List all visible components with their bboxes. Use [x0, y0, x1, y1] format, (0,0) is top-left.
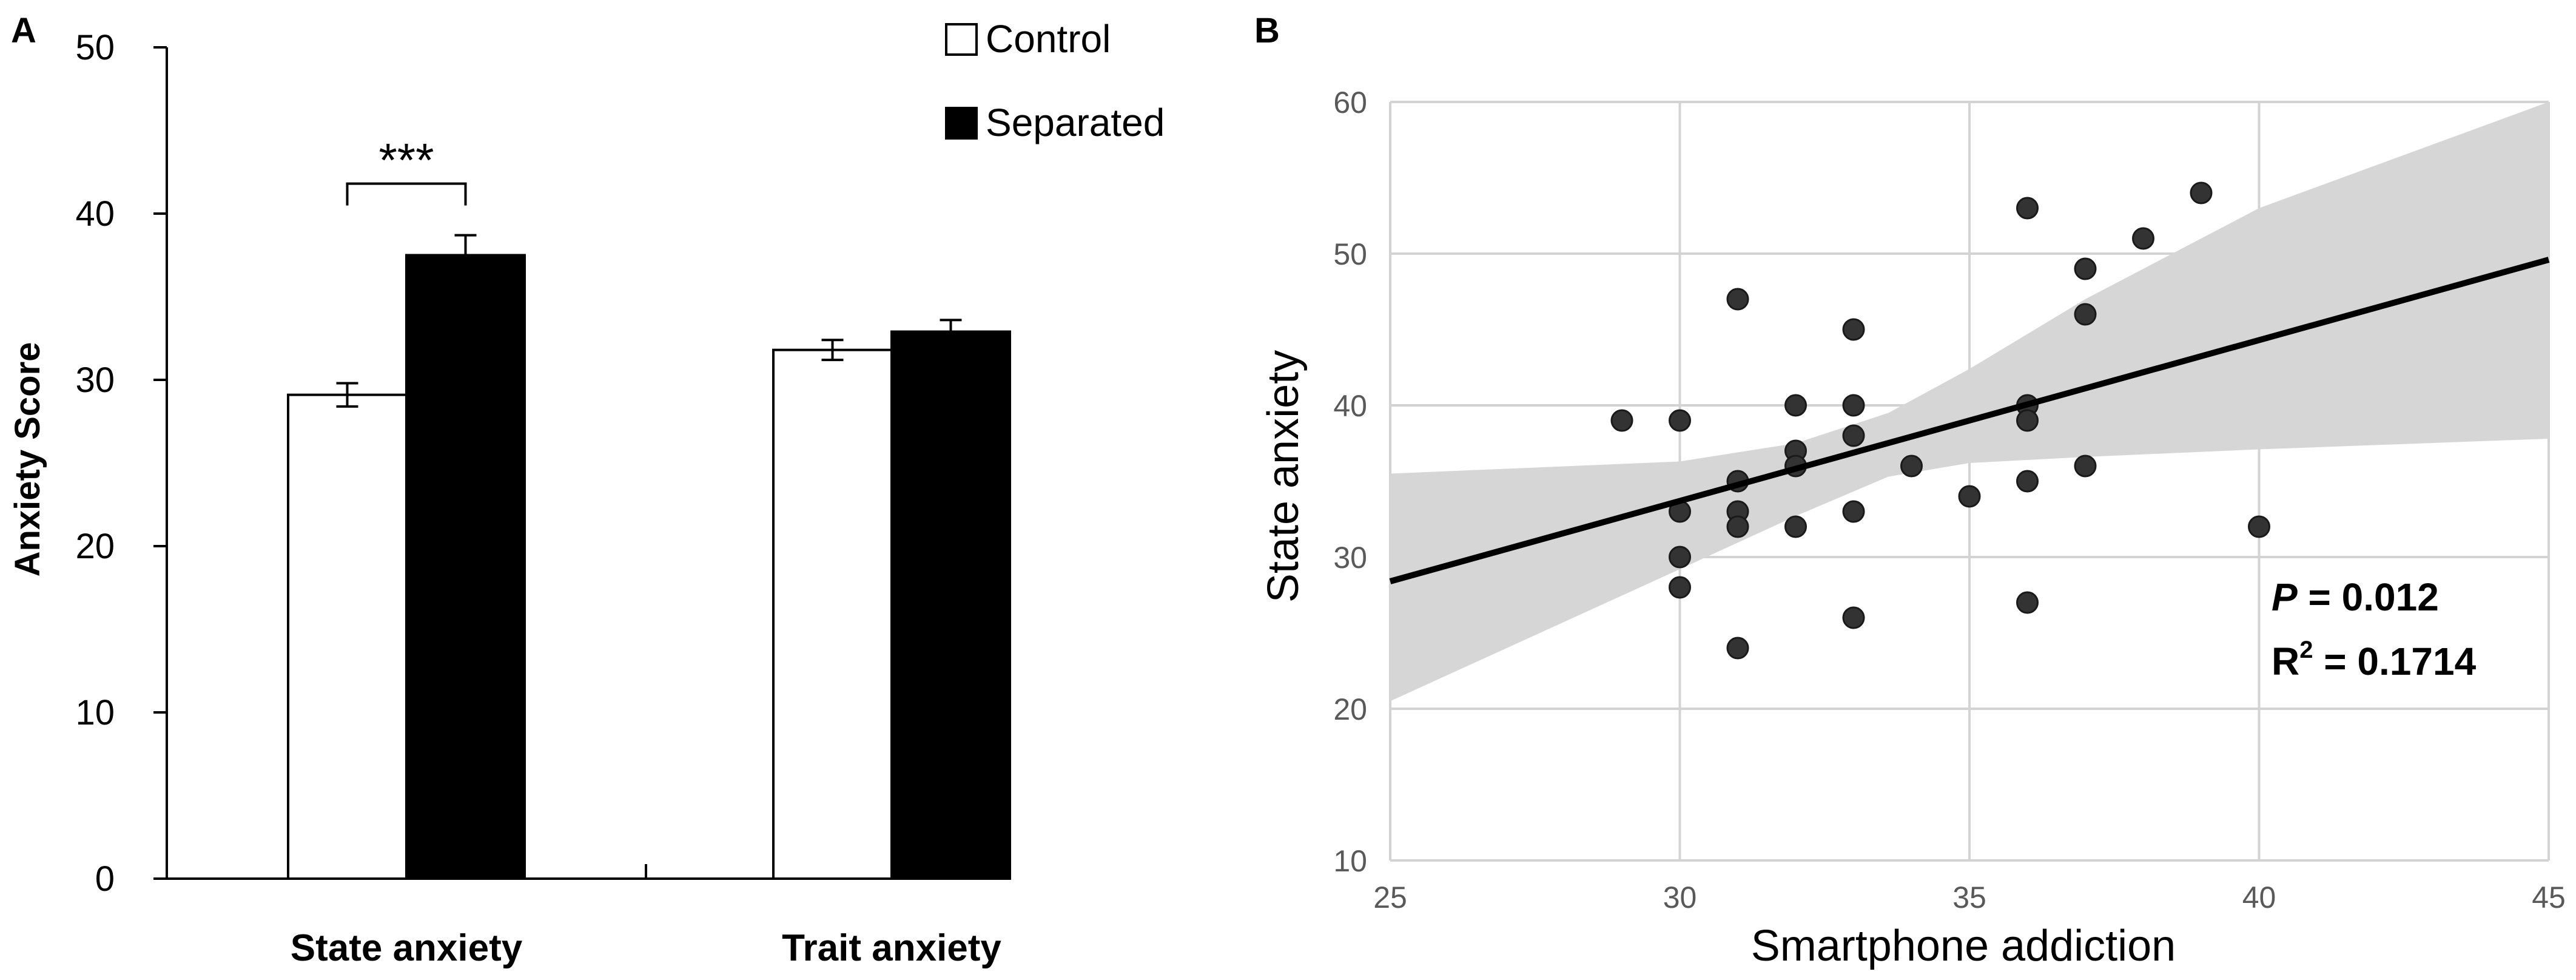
x-tick-label-45: 45 — [2532, 880, 2566, 914]
scatter-point — [1784, 515, 1807, 538]
y-tick-label-40: 40 — [75, 194, 115, 234]
y-tick-label-30: 30 — [75, 360, 115, 400]
scatter-point — [1842, 318, 1865, 341]
scatter-point — [1610, 409, 1633, 432]
y-tick-label-60: 60 — [1333, 86, 1367, 120]
legend-item-control: Control — [945, 17, 1111, 61]
y-tick-label-30: 30 — [1333, 541, 1367, 575]
panel-a-y-axis-label: Anxiety Score — [8, 342, 47, 577]
p-value-symbol: P — [2272, 575, 2298, 619]
bar-trait-anxiety-control — [772, 348, 893, 880]
panel-b-scatter-chart: B 10 20 30 40 50 60 25 30 35 40 45 State anxiety S… — [1254, 11, 2566, 970]
scatter-point — [2248, 515, 2270, 538]
significance-stars: *** — [378, 133, 434, 187]
y-tick-label-10: 10 — [75, 693, 115, 732]
scatter-point — [1842, 500, 1865, 523]
category-label-trait-anxiety: Trait anxiety — [782, 927, 1001, 969]
r-squared-annotation: R2 = 0.1714 — [2272, 637, 2477, 683]
scatter-point — [1669, 546, 1691, 569]
legend-label-control: Control — [986, 17, 1111, 61]
significance-bracket — [346, 182, 467, 206]
panel-a-letter: A — [11, 11, 36, 50]
scatter-point — [1784, 394, 1807, 417]
scatter-point — [2074, 303, 2097, 326]
scatter-point — [2016, 197, 2039, 220]
panel-b-letter: B — [1254, 11, 1280, 50]
legend-swatch-control — [945, 23, 978, 56]
scatter-point — [2190, 181, 2213, 204]
legend-item-separated: Separated — [945, 101, 1165, 144]
scatter-point — [2074, 257, 2097, 280]
scatter-point — [1726, 637, 1749, 660]
p-value-text: = 0.012 — [2298, 575, 2439, 619]
panel-a-bars — [287, 254, 1011, 880]
scatter-point — [1842, 424, 1865, 447]
bar-state-anxiety-separated — [405, 254, 526, 880]
regression-line — [1389, 257, 2550, 584]
panel-b-x-axis-label: Smartphone addiction — [1751, 922, 2176, 970]
bar-trait-anxiety-separated — [890, 330, 1011, 880]
scatter-point — [1842, 606, 1865, 629]
x-tick-label-35: 35 — [1952, 880, 1986, 914]
legend: Control Separated — [945, 17, 1165, 144]
scatter-point — [2016, 409, 2039, 432]
significance-annotation: *** — [346, 133, 467, 206]
x-tick-label-25: 25 — [1373, 880, 1407, 914]
scatter-point — [2016, 470, 2039, 493]
scatter-point — [2074, 455, 2097, 478]
x-tick-label-30: 30 — [1663, 880, 1697, 914]
y-tick-label-40: 40 — [1333, 389, 1367, 423]
scatter-point — [2016, 591, 2039, 614]
scatter-point — [1669, 409, 1691, 432]
x-tick-label-40: 40 — [2242, 880, 2276, 914]
scatter-point — [1669, 576, 1691, 599]
r-squared-text: = 0.1714 — [2313, 640, 2476, 683]
r-squared-symbol: R — [2272, 640, 2299, 683]
legend-swatch-separated — [945, 107, 978, 140]
panel-a-y-axis-ticks: 0 10 20 30 40 50 — [75, 28, 167, 899]
panel-a-error-bars — [336, 234, 962, 408]
y-tick-label-0: 0 — [95, 859, 115, 899]
bar-state-anxiety-control — [287, 393, 408, 880]
y-tick-label-20: 20 — [75, 527, 115, 566]
scatter-point — [1726, 515, 1749, 538]
y-tick-label-50: 50 — [75, 28, 115, 67]
panel-b-tick-labels: 10 20 30 40 50 60 25 30 35 40 45 — [1333, 86, 2565, 914]
category-label-state-anxiety: State anxiety — [291, 927, 523, 969]
panel-a-category-labels: State anxiety Trait anxiety — [291, 927, 1002, 969]
scatter-point — [2132, 227, 2154, 250]
legend-label-separated: Separated — [986, 101, 1165, 144]
scatter-point — [1900, 455, 1923, 478]
scatter-point — [1958, 485, 1981, 508]
r-squared-superscript: 2 — [2299, 637, 2313, 663]
panel-b-y-axis-label: State anxiety — [1259, 350, 1308, 603]
p-value-annotation: P = 0.012 — [2272, 575, 2439, 619]
scatter-point — [1726, 288, 1749, 311]
y-tick-label-10: 10 — [1333, 844, 1367, 878]
scatter-point — [1842, 394, 1865, 417]
y-tick-label-20: 20 — [1333, 692, 1367, 726]
panel-a-bar-chart: A 0 10 20 30 40 50 State anxiety Trait anxiety… — [8, 11, 1165, 969]
y-tick-label-50: 50 — [1333, 237, 1367, 271]
